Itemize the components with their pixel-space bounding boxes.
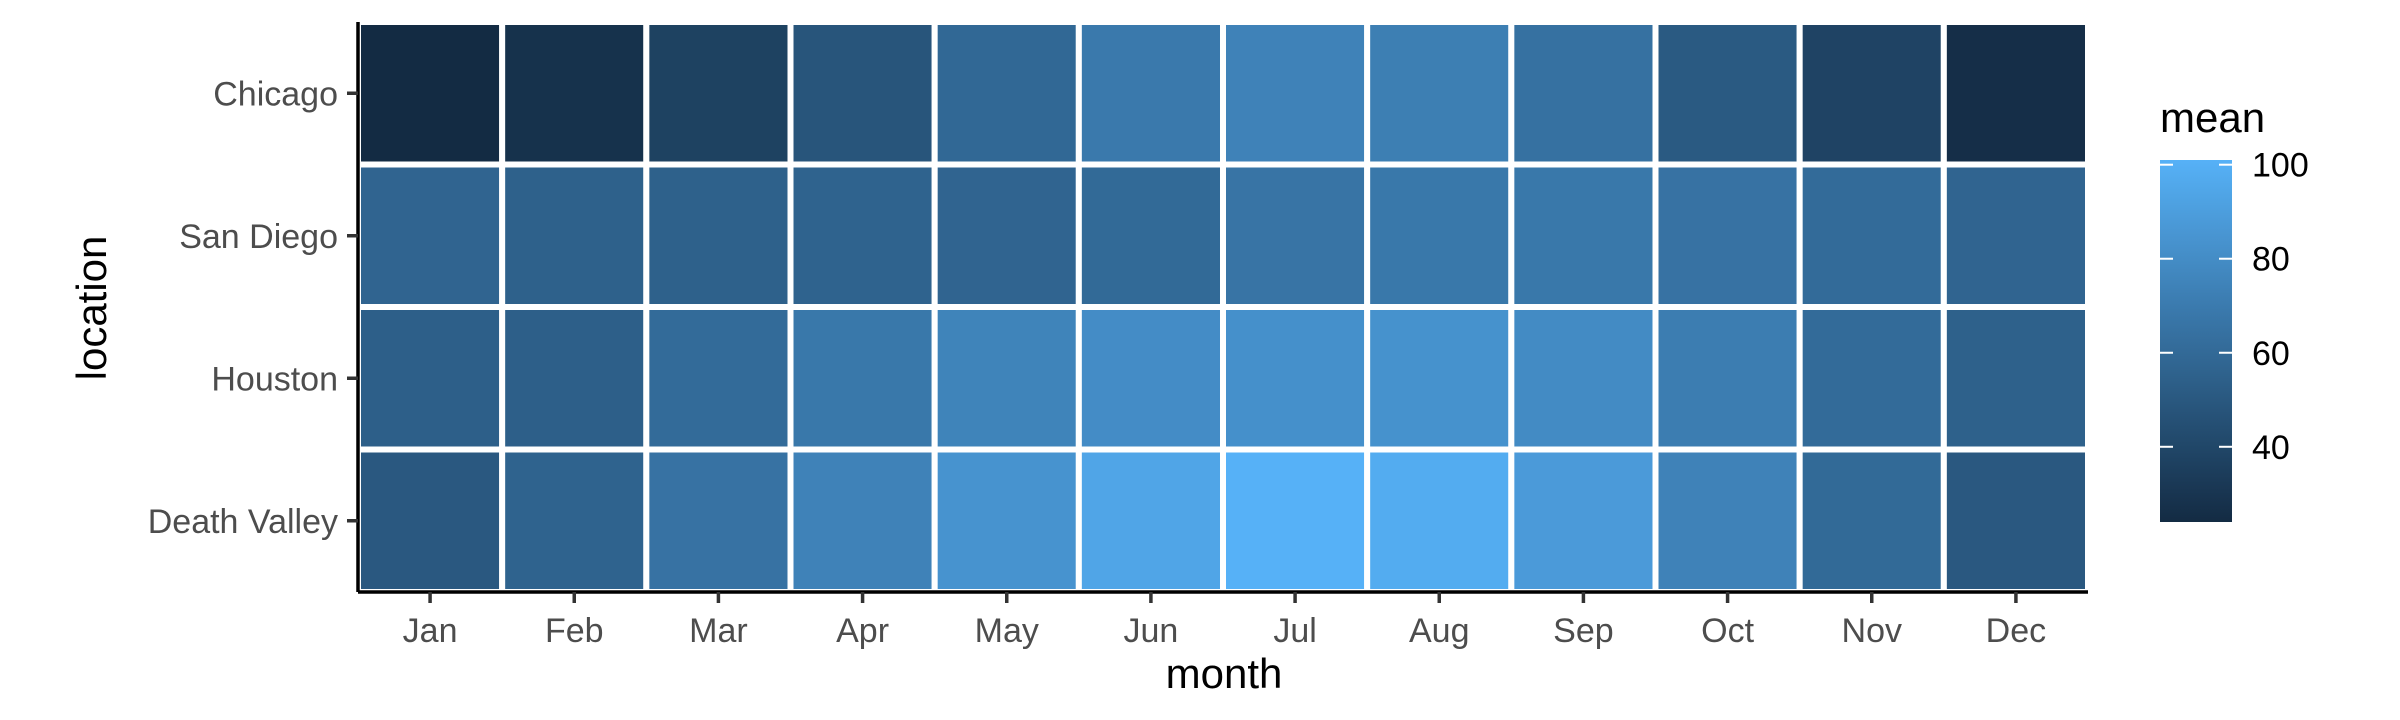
cell-houston-sep xyxy=(1508,304,1659,453)
heatmap-cells xyxy=(355,19,2092,595)
color-legend: mean 40 60 80 100 xyxy=(2160,94,2309,522)
cell-death-valley-jan xyxy=(355,446,506,595)
cell-death-valley-dec xyxy=(1940,446,2092,595)
y-tick-label-san-diego: San Diego xyxy=(179,218,338,256)
cell-houston-jan xyxy=(355,304,506,453)
cell-chicago-feb xyxy=(499,19,650,168)
cell-san-diego-jul xyxy=(1220,161,1371,310)
y-tick-label-houston: Houston xyxy=(211,360,338,398)
cell-houston-feb xyxy=(499,304,650,453)
cell-chicago-sep xyxy=(1508,19,1659,168)
cell-death-valley-jul xyxy=(1220,446,1371,595)
cell-san-diego-oct xyxy=(1652,161,1803,310)
cell-san-diego-feb xyxy=(499,161,650,310)
y-tick-label-death-valley: Death Valley xyxy=(148,503,338,541)
legend-label-40: 40 xyxy=(2252,429,2290,467)
x-tick-label-nov: Nov xyxy=(1842,612,1902,650)
y-tick-label-chicago: Chicago xyxy=(213,75,338,113)
cell-death-valley-may xyxy=(931,446,1082,595)
cell-san-diego-sep xyxy=(1508,161,1659,310)
cell-chicago-jun xyxy=(1075,19,1227,168)
x-tick-label-dec: Dec xyxy=(1986,612,2046,650)
legend-label-80: 80 xyxy=(2252,241,2290,279)
x-tick-label-oct: Oct xyxy=(1701,612,1754,650)
cell-houston-mar xyxy=(643,304,794,453)
x-axis-title: month xyxy=(1166,650,1283,697)
cell-death-valley-mar xyxy=(643,446,794,595)
cell-death-valley-aug xyxy=(1364,446,1515,595)
cell-houston-aug xyxy=(1364,304,1515,453)
y-axis: Chicago San Diego Houston Death Valley xyxy=(148,22,360,592)
cell-san-diego-dec xyxy=(1940,161,2092,310)
x-tick-label-feb: Feb xyxy=(545,612,604,650)
cell-houston-jul xyxy=(1220,304,1371,453)
cell-san-diego-apr xyxy=(787,161,938,310)
cell-houston-apr xyxy=(787,304,938,453)
x-tick-label-jan: Jan xyxy=(403,612,458,650)
cell-san-diego-jun xyxy=(1075,161,1227,310)
cell-chicago-aug xyxy=(1364,19,1515,168)
cell-san-diego-mar xyxy=(643,161,794,310)
x-tick-label-apr: Apr xyxy=(836,612,889,650)
cell-san-diego-may xyxy=(931,161,1082,310)
cell-houston-jun xyxy=(1075,304,1227,453)
cell-chicago-may xyxy=(931,19,1082,168)
legend-label-60: 60 xyxy=(2252,335,2290,373)
legend-label-100: 100 xyxy=(2252,147,2309,185)
cell-death-valley-jun xyxy=(1075,446,1227,595)
x-tick-label-sep: Sep xyxy=(1553,612,1614,650)
cell-death-valley-feb xyxy=(499,446,650,595)
cell-chicago-jan xyxy=(355,19,506,168)
x-tick-label-aug: Aug xyxy=(1409,612,1470,650)
cell-chicago-oct xyxy=(1652,19,1803,168)
cell-houston-nov xyxy=(1796,304,1947,453)
cell-houston-dec xyxy=(1940,304,2092,453)
x-tick-label-jul: Jul xyxy=(1273,612,1316,650)
cell-chicago-nov xyxy=(1796,19,1947,168)
legend-ticks: 40 60 80 100 xyxy=(2160,147,2309,467)
x-tick-label-mar: Mar xyxy=(689,612,748,650)
cell-chicago-dec xyxy=(1940,19,2092,168)
cell-chicago-jul xyxy=(1220,19,1371,168)
cell-chicago-apr xyxy=(787,19,938,168)
x-axis: Jan Feb Mar Apr May Jun Jul Aug Sep Oct Nov Dec xyxy=(358,590,2088,650)
cell-san-diego-nov xyxy=(1796,161,1947,310)
cell-death-valley-nov xyxy=(1796,446,1947,595)
cell-houston-oct xyxy=(1652,304,1803,453)
x-tick-label-may: May xyxy=(975,612,1039,650)
cell-death-valley-sep xyxy=(1508,446,1659,595)
legend-title: mean xyxy=(2160,94,2265,141)
cell-san-diego-aug xyxy=(1364,161,1515,310)
y-axis-title: location xyxy=(68,236,115,381)
x-tick-label-jun: Jun xyxy=(1124,612,1179,650)
cell-chicago-mar xyxy=(643,19,794,168)
cell-death-valley-apr xyxy=(787,446,938,595)
cell-san-diego-jan xyxy=(355,161,506,310)
legend-colorbar xyxy=(2160,160,2232,522)
cell-houston-may xyxy=(931,304,1082,453)
cell-death-valley-oct xyxy=(1652,446,1803,595)
